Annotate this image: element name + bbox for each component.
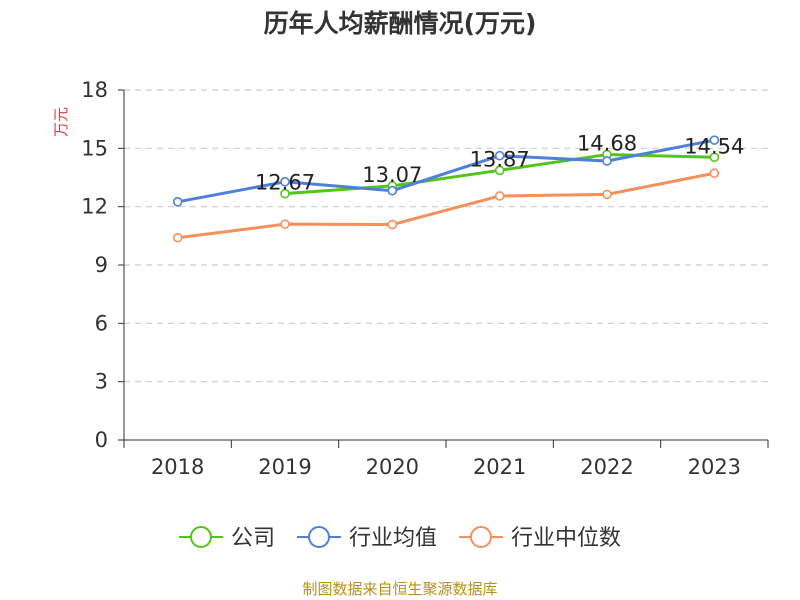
data-point	[387, 185, 398, 196]
y-tick-label: 0	[95, 428, 108, 452]
legend-item: 行业中位数	[459, 526, 621, 551]
data-label: 12.67	[255, 171, 315, 195]
x-tick-label: 2022	[580, 455, 633, 479]
x-tick-label: 2019	[258, 455, 311, 479]
series-line-2	[177, 171, 715, 240]
data-label: 13.07	[362, 163, 422, 187]
legend-item: 公司	[179, 526, 275, 551]
y-tick-label: 9	[95, 253, 108, 277]
y-axis-title: 万元	[52, 107, 70, 137]
legend-label: 行业中位数	[511, 526, 621, 551]
legend-item: 行业均值	[297, 526, 437, 551]
gridlines	[124, 89, 768, 383]
chart-title: 历年人均薪酬情况(万元)	[263, 9, 537, 38]
data-point	[387, 219, 398, 230]
legend-marker	[308, 526, 330, 548]
legend-label: 行业均值	[349, 526, 437, 551]
y-tick-label: 6	[95, 311, 108, 335]
y-tick-label: 3	[95, 370, 108, 394]
data-point	[494, 191, 505, 201]
x-tick-label: 2023	[688, 455, 741, 479]
data-point	[709, 168, 720, 179]
data-point	[602, 156, 612, 166]
x-tick-label: 2021	[473, 455, 526, 479]
legend-marker	[190, 526, 212, 548]
x-tick-label: 2020	[366, 455, 419, 479]
y-tick-label: 12	[81, 195, 108, 219]
legend-marker	[470, 526, 492, 548]
axes: 0 3 6 9 12 15 18 万元 2018 2019 2020 2021 2022 2023	[52, 78, 769, 479]
data-label: 14.54	[684, 134, 744, 158]
y-tick-label: 18	[81, 78, 108, 102]
data-point	[494, 150, 505, 161]
source-note: 制图数据来自恒生聚源数据库	[302, 580, 498, 598]
series-points	[172, 135, 720, 243]
y-tick-label: 15	[81, 136, 108, 160]
data-point	[172, 232, 183, 243]
data-point	[602, 189, 612, 200]
data-point	[494, 165, 505, 176]
data-point	[280, 219, 290, 229]
legend: 公司 行业均值 行业中位数	[179, 526, 621, 551]
data-point	[280, 176, 290, 187]
x-tick-label: 2018	[151, 455, 204, 479]
data-point	[172, 197, 183, 207]
legend-label: 公司	[231, 526, 275, 551]
data-label: 13.87	[470, 147, 530, 171]
data-point	[709, 152, 720, 163]
data-labels: 12.67 13.07 13.87 14.68 14.54	[255, 132, 744, 195]
data-point	[709, 135, 720, 145]
series-line-1	[177, 138, 715, 204]
data-point	[280, 188, 290, 199]
data-label: 14.68	[577, 132, 637, 156]
